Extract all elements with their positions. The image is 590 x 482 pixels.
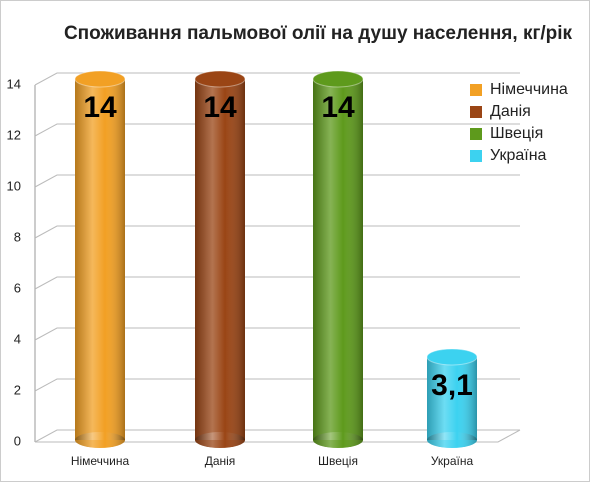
- legend-label: Німеччина: [490, 81, 568, 98]
- y-tick-label: 2: [14, 382, 21, 397]
- y-tick-label: 8: [14, 229, 21, 244]
- grid-line: [34, 123, 520, 137]
- grid-line: [34, 174, 520, 188]
- grid-line: [34, 378, 520, 392]
- bar-base-shade: [75, 432, 125, 448]
- x-tick-label: Данія: [205, 454, 236, 468]
- grid-line: [34, 327, 520, 341]
- legend-swatch: [470, 106, 482, 118]
- x-tick-label: Україна: [431, 454, 474, 468]
- legend-swatch: [470, 150, 482, 162]
- legend-label: Україна: [490, 147, 547, 164]
- legend-label: Швеція: [490, 125, 543, 142]
- bar-shade: [195, 79, 245, 440]
- chart-title: Споживання пальмової олії на душу населе…: [64, 23, 573, 44]
- legend-swatch: [470, 84, 482, 96]
- bar-base-shade: [427, 432, 477, 448]
- bar-base-shade: [313, 432, 363, 448]
- value-label: 14: [83, 91, 117, 124]
- bar-top: [426, 348, 478, 366]
- bar-shade: [75, 79, 125, 440]
- floor: [35, 429, 521, 443]
- x-tick-label: Німеччина: [71, 454, 130, 468]
- value-label: 14: [203, 91, 237, 124]
- value-label: 14: [321, 91, 355, 124]
- legend-swatch: [470, 128, 482, 140]
- bar-shade: [427, 356, 477, 440]
- y-tick-label: 14: [7, 76, 21, 91]
- y-tick-label: 6: [14, 280, 21, 295]
- y-tick-label: 12: [7, 127, 21, 142]
- grid-line: [34, 72, 520, 86]
- value-label: 3,1: [431, 369, 473, 402]
- bar-base-shade: [195, 432, 245, 448]
- bar-top: [312, 70, 364, 88]
- legend-label: Данія: [490, 103, 531, 120]
- x-tick-label: Швеція: [318, 454, 358, 468]
- grid-line: [34, 429, 520, 443]
- bar-top: [74, 70, 126, 88]
- bar-shade: [313, 79, 363, 440]
- grid-line: [34, 225, 520, 239]
- y-tick-label: 4: [14, 331, 21, 346]
- grid-line: [34, 276, 520, 290]
- y-tick-label: 10: [7, 178, 21, 193]
- y-tick-label: 0: [14, 433, 21, 448]
- bar-top: [194, 70, 246, 88]
